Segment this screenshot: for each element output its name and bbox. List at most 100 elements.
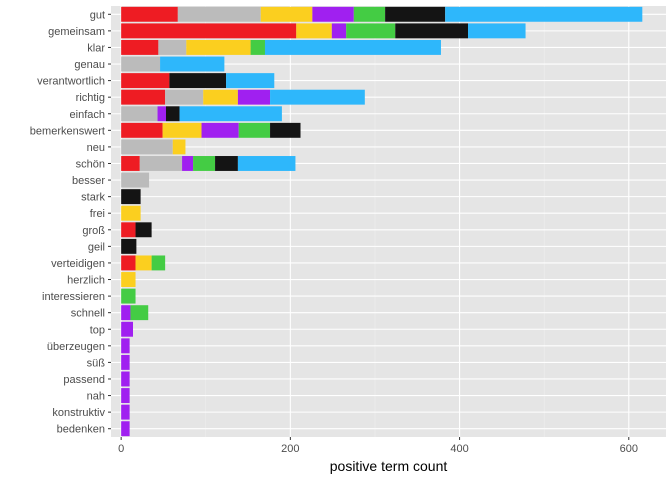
bar-segment: [201, 122, 239, 138]
y-tick-label: groß: [82, 225, 105, 237]
bar-segment: [226, 73, 275, 89]
bar-segment: [346, 23, 396, 39]
bar-segment: [169, 73, 227, 89]
y-tick-label: herzlich: [67, 275, 105, 287]
y-tick-label: süß: [87, 357, 106, 369]
y-tick-label: bemerkenswert: [30, 125, 105, 137]
y-tick-label: top: [90, 324, 105, 336]
bar-segment: [121, 122, 163, 138]
bar-segment: [121, 238, 137, 254]
bar-segment: [121, 272, 136, 287]
bar-segment: [121, 404, 130, 420]
bar-segment: [121, 39, 159, 55]
bar-segment: [296, 23, 332, 39]
y-tick-label: gemeinsam: [48, 26, 105, 38]
y-tick-label: richtig: [76, 92, 105, 104]
bar-segment: [165, 106, 180, 122]
y-tick-label: klar: [87, 42, 105, 54]
y-tick-label: schnell: [71, 308, 105, 320]
bar-segment: [238, 122, 271, 138]
y-axis: gut gemeinsam klar genau verantwortlich richt…: [30, 9, 111, 436]
bar-segment: [193, 156, 216, 171]
bar-segment: [135, 255, 152, 271]
y-tick-label: geil: [88, 241, 105, 253]
bar-segment: [385, 6, 446, 22]
bar-segment: [312, 6, 354, 22]
bar-segment: [139, 156, 183, 171]
x-tick-label: 400: [450, 443, 468, 455]
bar-segment: [270, 89, 365, 105]
bar-segment: [121, 89, 166, 105]
bar-segment: [177, 6, 261, 22]
bar-segment: [121, 23, 297, 39]
x-tick-label: 600: [620, 443, 638, 455]
y-tick-label: interessieren: [42, 291, 105, 303]
y-tick-label: konstruktiv: [52, 407, 105, 419]
y-tick-label: verteidigen: [51, 258, 105, 270]
y-tick-label: bedenken: [57, 424, 105, 436]
bar-segment: [260, 6, 313, 22]
bar-segment: [121, 205, 141, 221]
bar-segment: [179, 106, 282, 122]
x-tick-label: 200: [281, 443, 299, 455]
bar-segment: [160, 56, 225, 72]
bars-layer: [121, 6, 643, 437]
y-tick-label: passend: [63, 374, 105, 386]
bar-segment: [121, 255, 136, 271]
y-tick-label: nah: [87, 391, 105, 403]
bar-segment: [186, 39, 251, 55]
y-tick-label: überzeugen: [47, 341, 105, 353]
bar-segment: [121, 338, 130, 354]
y-tick-label: genau: [74, 59, 105, 71]
bar-segment: [130, 305, 149, 321]
bar-segment: [121, 371, 130, 387]
bar-segment: [162, 122, 202, 138]
bar-segment: [121, 305, 131, 321]
bar-segment: [237, 89, 271, 105]
bar-segment: [158, 39, 187, 55]
bar-segment: [270, 122, 301, 138]
bar-segment: [121, 106, 158, 122]
bar-segment: [121, 156, 140, 171]
x-tick-label: 0: [118, 443, 124, 455]
bar-segment: [121, 56, 161, 72]
bar-segment: [121, 189, 141, 205]
bar-segment: [172, 139, 186, 155]
y-tick-label: verantwortlich: [37, 76, 105, 88]
y-tick-label: besser: [72, 175, 105, 187]
y-tick-label: einfach: [70, 109, 105, 121]
bar-segment: [468, 23, 526, 39]
bar-segment: [121, 6, 178, 22]
bar-segment: [121, 321, 133, 337]
bar-segment: [121, 288, 136, 304]
y-tick-label: schön: [76, 158, 105, 170]
x-axis: 0 200 400 600: [118, 437, 638, 455]
bar-segment: [121, 354, 130, 370]
bar-segment: [215, 156, 238, 171]
y-tick-label: gut: [90, 9, 105, 21]
y-tick-label: stark: [81, 192, 105, 204]
bar-segment: [157, 106, 166, 122]
bar-segment: [331, 23, 347, 39]
bar-segment: [135, 222, 152, 238]
bar-segment: [445, 6, 643, 22]
bar-segment: [250, 39, 265, 55]
y-tick-label: frei: [90, 208, 105, 220]
bar-segment: [237, 156, 296, 171]
bar-segment: [353, 6, 386, 22]
bar-segment: [121, 73, 170, 89]
bar-segment: [395, 23, 469, 39]
bar-segment: [121, 421, 130, 437]
bar-segment: [165, 89, 204, 105]
bar-segment: [121, 388, 130, 404]
bar-segment: [203, 89, 238, 105]
x-axis-title: positive term count: [330, 458, 448, 474]
bar-segment: [121, 139, 173, 155]
y-tick-label: neu: [87, 142, 105, 154]
bar-segment: [121, 222, 136, 238]
bar-segment: [151, 255, 166, 271]
bar-segment: [264, 39, 441, 55]
bar-segment: [121, 172, 150, 188]
bar-segment: [182, 156, 194, 171]
